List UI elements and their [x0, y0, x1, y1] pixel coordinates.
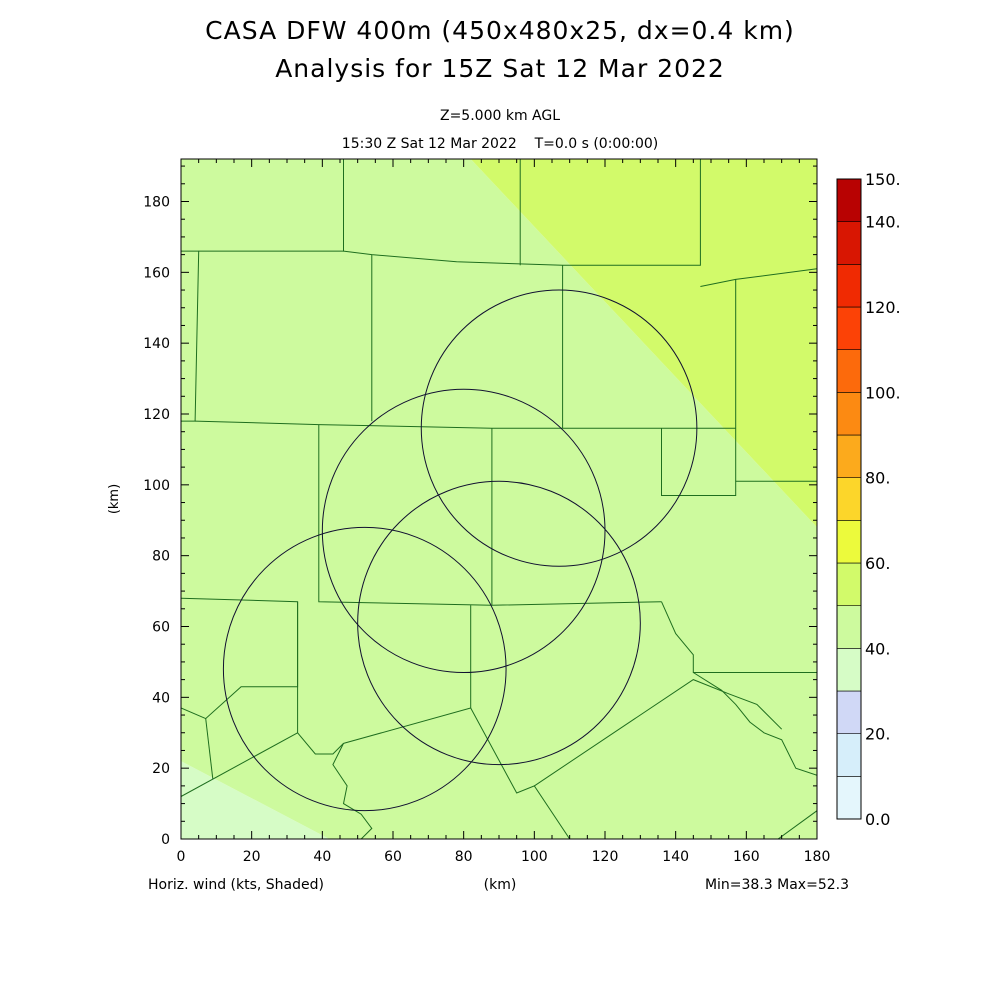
county-line-11 [661, 428, 817, 673]
colorbar-bin [836, 690, 862, 734]
county-line-22 [777, 810, 817, 839]
radar-ring-1 [321, 388, 606, 674]
colorbar-bin [836, 392, 862, 436]
y-tick-label: 100 [143, 478, 170, 494]
y-tick-label: 160 [143, 265, 170, 281]
x-tick-label: 180 [804, 849, 831, 865]
y-tick-label: 60 [152, 620, 170, 636]
y-axis: 0 20 40 60 80 100 120 140 160 180 [143, 165, 817, 848]
y-tick-label: 120 [143, 407, 170, 423]
colorbar-bin [836, 477, 862, 521]
county-line-17 [470, 707, 571, 839]
chart-subtitle: Analysis for 15Z Sat 12 Mar 2022 [275, 54, 725, 83]
colorbar-label: 40. [865, 639, 890, 658]
county-line-20 [693, 672, 817, 839]
colorbar-bin [836, 776, 862, 820]
colorbar-bin [836, 605, 862, 649]
colorbar-bin [836, 178, 862, 222]
level-label: Z=5.000 km AGL [439, 108, 561, 124]
y-axis-label: (km) [107, 484, 122, 514]
colorbar-label: 60. [865, 554, 890, 573]
x-tick-label: 100 [521, 849, 548, 865]
x-tick-label: 60 [384, 849, 402, 865]
colorbar-bin [836, 648, 862, 692]
colorbar-bin [836, 264, 862, 308]
min-max-label: Min=38.3 Max=52.3 [704, 877, 849, 893]
variable-label: Horiz. wind (kts, Shaded) [148, 877, 324, 893]
x-tick-label: 80 [455, 849, 473, 865]
shade-region-1 [181, 159, 817, 839]
y-tick-label: 80 [152, 549, 170, 565]
y-tick-label: 140 [143, 336, 170, 352]
county-line-13 [297, 601, 344, 755]
wind-shading [181, 159, 817, 839]
county-line-15 [205, 718, 214, 779]
colorbar-bin [836, 434, 862, 478]
y-tick-label: 20 [152, 761, 170, 777]
plot-area [181, 159, 817, 839]
colorbar-label: 120. [865, 298, 901, 317]
colorbar-label: 0.0 [865, 810, 890, 829]
colorbar-bin [836, 562, 862, 606]
radar-ring-2 [357, 480, 641, 766]
colorbar-label: 150. [865, 170, 901, 189]
county-line-0 [181, 250, 200, 422]
radar-ring-0 [420, 289, 698, 567]
county-line-9 [318, 424, 662, 606]
radar-ring-3 [222, 526, 507, 812]
y-tick-label: 0 [161, 832, 170, 848]
colorbar-label: 140. [865, 213, 901, 232]
colorbar-bin [836, 221, 862, 265]
x-tick-label: 160 [733, 849, 760, 865]
county-line-12 [181, 597, 299, 720]
colorbar-label: 100. [865, 383, 901, 402]
radar-range-rings [222, 289, 698, 812]
county-line-21 [332, 743, 373, 839]
colorbar-frame [836, 178, 862, 820]
x-axis: 0 20 40 60 80 100 120 140 160 180 [177, 159, 831, 865]
colorbar-bin [836, 306, 862, 350]
county-boundaries [181, 159, 817, 839]
colorbar-label: 80. [865, 469, 890, 488]
y-tick-label: 40 [152, 690, 170, 706]
x-axis-label: (km) [483, 877, 517, 893]
chart-title: CASA DFW 400m (450x480x25, dx=0.4 km) [205, 16, 795, 45]
county-line-18 [534, 679, 783, 787]
colorbar-label: 20. [865, 725, 890, 744]
x-tick-label: 120 [592, 849, 619, 865]
colorbar-bin [836, 733, 862, 777]
county-line-19 [661, 601, 817, 673]
shade-region-2 [470, 159, 817, 528]
colorbar-bin [836, 520, 862, 564]
x-tick-label: 40 [313, 849, 331, 865]
colorbar-bin [836, 349, 862, 393]
time-label: 15:30 Z Sat 12 Mar 2022 T=0.0 s (0:00:00… [341, 136, 659, 152]
y-tick-label: 180 [143, 195, 170, 211]
x-tick-label: 20 [243, 849, 261, 865]
x-tick-label: 0 [177, 849, 186, 865]
county-line-2 [343, 159, 701, 266]
county-line-14 [181, 732, 298, 797]
x-tick-label: 140 [662, 849, 689, 865]
colorbar: 0.0 20. 40. 60. 80. 100. 120. 140. 150. [836, 170, 901, 829]
